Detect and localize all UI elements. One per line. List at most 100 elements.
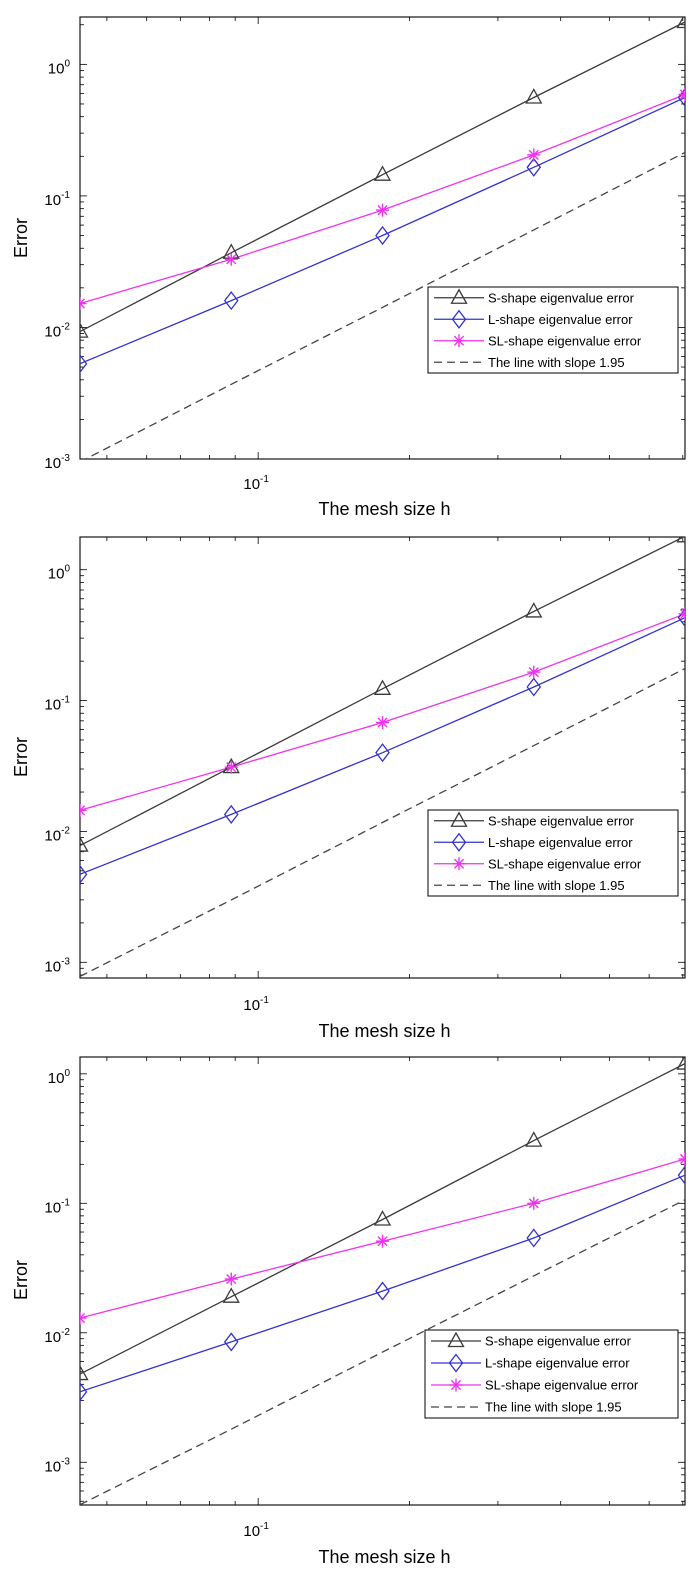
series-line <box>80 1174 685 1393</box>
y-tick-label: 10-2 <box>44 321 70 340</box>
data-point <box>224 760 238 774</box>
data-point <box>223 1332 239 1352</box>
data-point <box>527 148 541 162</box>
y-tick-label: 10-3 <box>44 453 70 472</box>
data-point <box>678 88 685 102</box>
series-layer <box>80 537 685 977</box>
series-line <box>80 617 685 875</box>
axes-box <box>79 1056 686 1506</box>
legend-label: S-shape eigenvalue error <box>485 1334 632 1349</box>
data-point <box>678 1152 685 1166</box>
legend-box <box>424 1329 679 1419</box>
y-tick-labels: 10-3 10-2 10-1 100 <box>44 564 70 976</box>
data-point <box>376 1234 390 1248</box>
legend-marker <box>450 811 468 827</box>
series-line <box>84 151 685 459</box>
legend-label: The line with slope 1.95 <box>485 1400 622 1415</box>
data-point <box>224 1272 238 1286</box>
plot-frame <box>79 536 686 979</box>
legend-marker <box>447 1331 465 1348</box>
data-point <box>526 157 542 177</box>
y-tick-label: 100 <box>48 564 71 583</box>
data-point <box>525 602 543 618</box>
legend-marker <box>449 1378 463 1392</box>
series-line <box>80 21 685 333</box>
legend-marker <box>451 309 467 329</box>
series-layer <box>80 17 685 459</box>
chart-panel-3: 10-3 10-2 10-1 100 10-1 Error The mesh s… <box>11 1056 686 1567</box>
data-point <box>375 743 390 763</box>
data-point <box>527 665 541 679</box>
y-tick-label: 10-2 <box>44 825 70 844</box>
y-tick-labels: 10-3 10-2 10-1 100 <box>44 58 70 472</box>
legend: S-shape eigenvalue error L-shape eigenva… <box>427 286 679 374</box>
legend-entry-slope-line: The line with slope 1.95 <box>431 1400 622 1415</box>
y-tick-labels: 10-3 10-2 10-1 100 <box>44 1068 70 1475</box>
data-point <box>223 804 239 824</box>
legend-entry-sl-shape: SL-shape eigenvalue error <box>434 856 642 871</box>
data-point <box>375 225 390 246</box>
y-tick-label: 10-1 <box>44 190 70 209</box>
series-layer <box>80 1057 685 1505</box>
legend-label: SL-shape eigenvalue error <box>488 856 642 871</box>
data-point <box>222 1287 240 1303</box>
y-axis-label: Error <box>11 737 31 777</box>
data-point <box>80 1311 87 1325</box>
data-point <box>224 252 238 266</box>
gridlines-minor <box>80 537 685 978</box>
data-point <box>678 607 685 621</box>
legend: S-shape eigenvalue error L-shape eigenva… <box>427 809 679 897</box>
x-axis-label: The mesh size h <box>318 499 450 519</box>
series-line <box>80 667 685 977</box>
legend-label: S-shape eigenvalue error <box>488 813 635 828</box>
data-point <box>373 679 392 695</box>
legend-box <box>427 286 679 374</box>
data-point <box>223 291 239 311</box>
legend-marker <box>451 832 467 852</box>
y-tick-label: 10-3 <box>44 1456 70 1475</box>
data-point <box>80 1382 88 1402</box>
x-tick-label: 10-1 <box>243 1521 269 1540</box>
data-point <box>80 354 88 374</box>
series-line <box>80 613 685 811</box>
series-line <box>80 96 685 365</box>
data-point <box>376 203 390 217</box>
y-axis-label: Error <box>11 218 31 258</box>
legend-marker <box>452 857 466 871</box>
legend-label: L-shape eigenvalue error <box>488 835 633 850</box>
chart-panel-2: 10-3 10-2 10-1 100 10-1 Error The mesh s… <box>11 536 686 1041</box>
legend-label: S-shape eigenvalue error <box>488 290 635 305</box>
legend-marker <box>450 288 468 304</box>
x-tick-label: 10-1 <box>243 995 269 1014</box>
x-tick-labels: 10-1 <box>243 995 269 1014</box>
data-point <box>527 1196 541 1210</box>
legend-marker <box>452 334 466 348</box>
legend-label: L-shape eigenvalue error <box>488 312 633 327</box>
legend-label: The line with slope 1.95 <box>488 355 625 370</box>
legend-entry-sl-shape: SL-shape eigenvalue error <box>434 333 642 348</box>
data-point <box>80 322 89 338</box>
x-axis-label: The mesh size h <box>318 1547 450 1567</box>
data-point <box>80 864 88 884</box>
legend-entry-s-shape: S-shape eigenvalue error <box>434 811 635 828</box>
legend-entry-l-shape: L-shape eigenvalue error <box>431 1353 630 1373</box>
legend-label: SL-shape eigenvalue error <box>485 1378 639 1393</box>
legend-label: L-shape eigenvalue error <box>485 1356 630 1371</box>
y-tick-label: 100 <box>48 1068 71 1087</box>
y-tick-label: 10-3 <box>44 956 70 975</box>
data-point <box>373 1210 392 1226</box>
series-line <box>80 1063 685 1375</box>
data-point <box>80 803 87 817</box>
legend: S-shape eigenvalue error L-shape eigenva… <box>424 1329 679 1419</box>
series-line <box>80 1199 685 1505</box>
data-point <box>373 165 392 181</box>
legend-entry-slope-line: The line with slope 1.95 <box>434 355 625 370</box>
y-axis-label: Error <box>11 1260 31 1300</box>
data-point <box>525 88 543 104</box>
legend-label: SL-shape eigenvalue error <box>488 333 642 348</box>
data-point <box>676 17 685 29</box>
y-tick-label: 10-1 <box>44 1197 70 1216</box>
axes-box <box>79 536 686 979</box>
data-point <box>526 1228 542 1248</box>
data-point <box>80 1364 89 1381</box>
